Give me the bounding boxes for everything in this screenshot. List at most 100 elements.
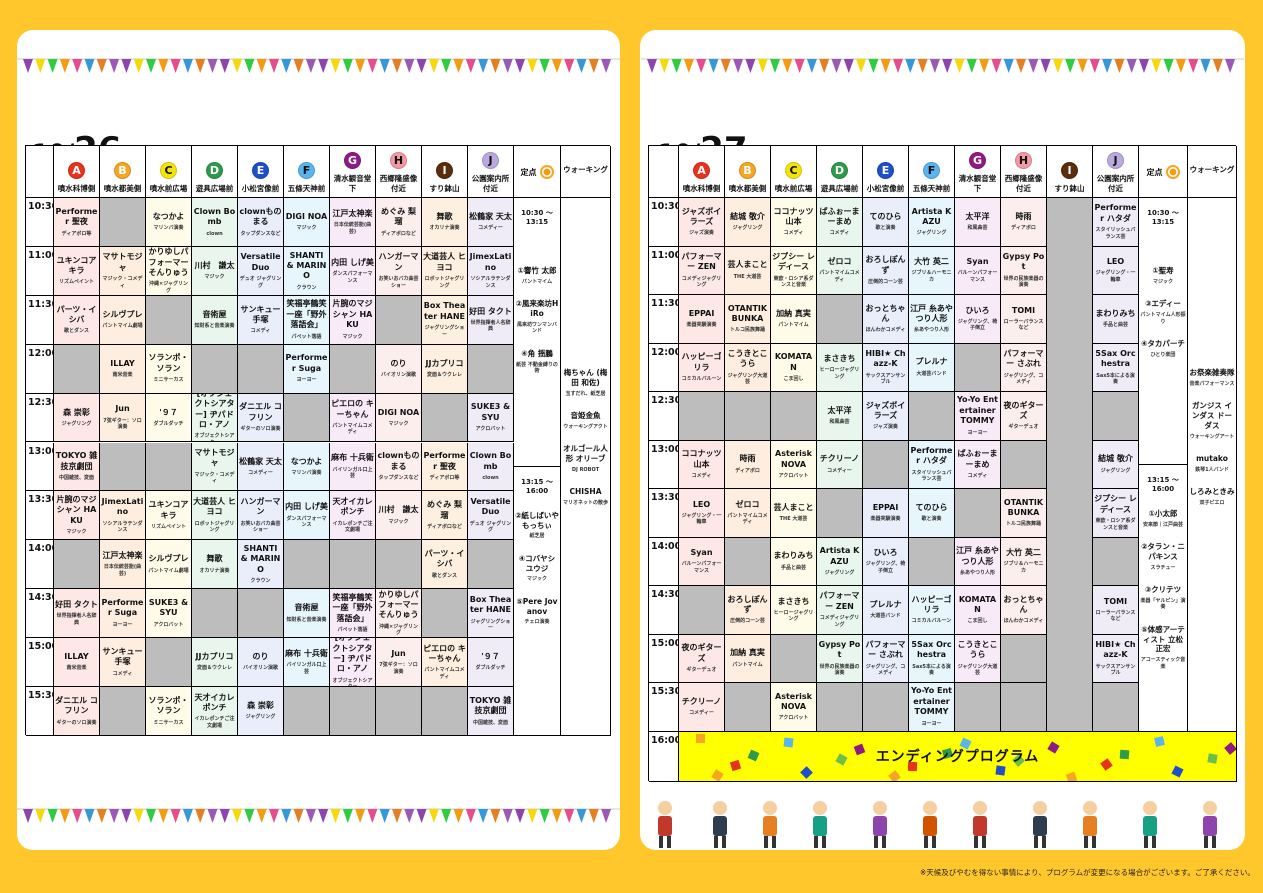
performance-slot[interactable]: ゼロコ パントマイムコメディ (725, 489, 771, 538)
performance-slot[interactable]: Clown Bomb clown (192, 198, 238, 247)
performance-slot[interactable]: ハッピーゴリラ コミカルバルーン (679, 343, 725, 392)
performance-slot[interactable]: 笑福亭鶴笑一座「野外落語会」 パペット落語 (284, 295, 330, 345)
performance-slot[interactable]: 片腕のマジシャン HAKU マジック (54, 491, 100, 541)
performance-slot[interactable]: JimexLatino ソシアルラテンダンス (468, 246, 514, 296)
performance-slot[interactable]: ユキンコアキラ リズムペイント (54, 246, 100, 296)
performance-slot[interactable]: 時雨 ディアボロ (725, 440, 771, 489)
performance-slot[interactable]: Yo-Yo Entertainer TOMMY ヨーヨー (909, 683, 955, 732)
performance-slot[interactable]: ジャズボイラーズ ジャズ演奏 (679, 198, 725, 247)
performance-slot[interactable]: OTANTIK BUNKA トルコ民族舞踊 (725, 295, 771, 344)
performance-slot[interactable]: こうきとこうら ジャグリング大道芸 (955, 634, 1001, 683)
performance-slot[interactable]: ココナッツ山本 コメディ (679, 440, 725, 489)
performance-slot[interactable]: ひいろ ジャグリング、椅子倒立 (863, 537, 909, 586)
performance-slot[interactable]: 芸人まこと THE 大道芸 (725, 246, 771, 295)
performance-slot[interactable]: ぱふぉーまーまめ コメディ (817, 198, 863, 247)
performance-slot[interactable]: 笑福亭鶴笑一座「野外落語会」 パペット落語 (330, 589, 376, 639)
performance-slot[interactable]: おっとちゃん ほんわかコメディ (863, 295, 909, 344)
performance-slot[interactable]: てのひら 歌と演奏 (863, 198, 909, 247)
performance-slot[interactable]: ハンガーマン お笑いおバカ曲芸ショー (238, 491, 284, 541)
performance-slot[interactable]: 天才イカレポンチ イカレポンチご注文劇場 (192, 687, 238, 736)
performance-slot[interactable]: 好田 タクト 世界指揮者人名辞典 (54, 589, 100, 639)
performance-slot[interactable]: Syan バルーンパフォーマンス (955, 246, 1001, 295)
performance-slot[interactable]: 芸人まこと THE 大道芸 (771, 489, 817, 538)
performance-slot[interactable]: HIBI★ Chazz-K サックスアンサンブル (863, 343, 909, 392)
performance-slot[interactable]: 川村 謙太 マジック (376, 491, 422, 541)
performance-slot[interactable]: ユキンコアキラ リズムペイント (146, 491, 192, 541)
performance-slot[interactable]: パフォーマー さぶれ ジャグリング、コメディ (863, 634, 909, 683)
performance-slot[interactable]: チクリーノ コメディー (817, 440, 863, 489)
performance-slot[interactable]: 舞歌 オカリナ演奏 (192, 540, 238, 590)
performance-slot[interactable]: Asterisk NOVA アクロバット (771, 440, 817, 489)
performance-slot[interactable]: 大竹 英二 ジブリ＆ハーモニカ (909, 246, 955, 295)
performance-slot[interactable]: 森 崇彰 ジャグリング (238, 687, 284, 736)
performance-slot[interactable]: [オブジェクトシアター] ヂパドロ・アノオブジェクトシアター (192, 393, 238, 443)
performance-slot[interactable]: ダニエル コフリン ギターのソロ演奏 (238, 393, 284, 443)
performance-slot[interactable]: 音術屋 知財系と音楽演奏 (284, 589, 330, 639)
performance-slot[interactable]: Clown Bomb clown (468, 442, 514, 492)
performance-slot[interactable]: ココナッツ山本 コメディ (771, 198, 817, 247)
performance-slot[interactable]: 内田 しげ美 ダンスパフォーマンス (330, 246, 376, 296)
performance-slot[interactable]: パフォーマー さぶれ ジャグリング、コメディ (1001, 343, 1047, 392)
performance-slot[interactable]: 森 崇彰 ジャグリング (54, 393, 100, 443)
performance-slot[interactable]: こうきとこうら ジャグリング大道芸 (725, 343, 771, 392)
performance-slot[interactable]: '９７ ダブルダッチ (146, 393, 192, 443)
performance-slot[interactable]: LEO ジャグリング・一輪車 (1093, 246, 1139, 295)
performance-slot[interactable]: ソランポ・ソラン ミニサーカス (146, 687, 192, 736)
performance-slot[interactable]: プレルナ 大道芸バンド (909, 343, 955, 392)
performance-slot[interactable]: ピエロの キーちゃん パントマイムコメディ (422, 638, 468, 687)
performance-slot[interactable]: 5Sax Orchestra Sax5本による演奏 (1093, 343, 1139, 392)
performance-slot[interactable]: OTANTIK BUNKA トルコ民族舞踊 (1001, 489, 1047, 538)
performance-slot[interactable]: Performer Suga ヨーヨー (284, 344, 330, 394)
performance-slot[interactable]: '９７ ダブルダッチ (468, 638, 514, 687)
performance-slot[interactable]: プレルナ 大道芸バンド (863, 586, 909, 635)
performance-slot[interactable]: めぐみ 梨瑠 ディアボロなど (422, 491, 468, 541)
performance-slot[interactable]: パーツ・イシバ 歌とダンス (54, 295, 100, 345)
performance-slot[interactable]: 加納 真実 パントマイム (771, 295, 817, 344)
performance-slot[interactable]: Versatile Duo デュオ ジャグリング (238, 246, 284, 296)
performance-slot[interactable]: Performer ハタダ スタイリッシュバランス芸 (1093, 198, 1139, 247)
performance-slot[interactable]: ピエロの キーちゃん パントマイムコメディ (330, 393, 376, 443)
performance-slot[interactable]: ILLAY 南米音楽 (54, 638, 100, 687)
performance-slot[interactable]: [オブジェクトシアター] ヂパドロ・アノオブジェクトシアター (330, 638, 376, 687)
performance-slot[interactable]: おろしぽんず 圧倒的コーン芸 (863, 246, 909, 295)
performance-slot[interactable]: Asterisk NOVA アクロバット (771, 683, 817, 732)
performance-slot[interactable]: まさきち ヒーロージャグリング (817, 343, 863, 392)
performance-slot[interactable]: TOKYO 雑技京劇団 中国雑技、変面 (54, 442, 100, 492)
performance-slot[interactable]: 夜のギターズ ギターデュオ (679, 634, 725, 683)
performance-slot[interactable]: 加納 真実 パントマイム (725, 634, 771, 683)
performance-slot[interactable]: サンキュー手塚 コメディ (100, 638, 146, 687)
performance-slot[interactable]: パフォーマー ZEN コメディジャグリング (679, 246, 725, 295)
performance-slot[interactable]: 天才イカレポンチ イカレポンチご注文劇場 (330, 491, 376, 541)
performance-slot[interactable]: ぱふぉーまーまめ コメディ (955, 440, 1001, 489)
performance-slot[interactable]: Performer ハタダ スタイリッシュバランス芸 (909, 440, 955, 489)
performance-slot[interactable]: Jun 7弦ギター：ソロ演奏 (100, 393, 146, 443)
performance-slot[interactable]: まわりみち 手品と曲芸 (1093, 295, 1139, 344)
performance-slot[interactable]: のり バイオリン演歌 (376, 344, 422, 394)
performance-slot[interactable]: TOKYO 雑技京劇団 中国雑技、変面 (468, 687, 514, 736)
performance-slot[interactable]: SUKE3 & SYU アクロバット (468, 393, 514, 443)
performance-slot[interactable]: TOMI ローラーバランスなど (1001, 295, 1047, 344)
performance-slot[interactable]: のり バイオリン演歌 (238, 638, 284, 687)
performance-slot[interactable]: 好田 タクト 世界指揮者人名辞典 (468, 295, 514, 345)
performance-slot[interactable]: パフォーマー ZEN コメディジャグリング (817, 586, 863, 635)
performance-slot[interactable]: まわりみち 手品と曲芸 (771, 537, 817, 586)
performance-slot[interactable]: かりゆしパフォーマー そんりゅう 沖縄×ジャグリング (146, 246, 192, 296)
performance-slot[interactable]: 江戸太神楽 日本伝統芸能(曲芸) (100, 540, 146, 590)
performance-slot[interactable]: 時雨 ディアボロ (1001, 198, 1047, 247)
performance-slot[interactable]: なつかよ マリンバ演奏 (284, 442, 330, 492)
performance-slot[interactable]: clownものまる タップダンスなど (376, 442, 422, 492)
performance-slot[interactable]: Box Theater HANE ジャグリングショー (468, 589, 514, 639)
performance-slot[interactable]: 舞歌 オカリナ演奏 (422, 198, 468, 247)
performance-slot[interactable]: ジプシー レディース 東欧・ロシア系ダンスと音楽 (771, 246, 817, 295)
performance-slot[interactable]: 結城 敬介 ジャグリング (1093, 440, 1139, 489)
performance-slot[interactable]: Performer Suga ヨーヨー (100, 589, 146, 639)
performance-slot[interactable]: 江戸 糸あやつり人形 糸あやつり人形 (955, 537, 1001, 586)
performance-slot[interactable]: めぐみ 梨瑠 ディアボロなど (376, 198, 422, 247)
performance-slot[interactable]: おっとちゃん ほんわかコメディ (1001, 586, 1047, 635)
performance-slot[interactable]: チクリーノ コメディー (679, 683, 725, 732)
performance-slot[interactable]: Yo-Yo Entertainer TOMMY ヨーヨー (955, 392, 1001, 441)
performance-slot[interactable]: DIGI NOA マジック (376, 393, 422, 443)
performance-slot[interactable]: 内田 しげ美 ダンスパフォーマンス (284, 491, 330, 541)
performance-slot[interactable]: TOMI ローラーバランスなど (1093, 586, 1139, 635)
performance-slot[interactable]: clownものまる タップダンスなど (238, 198, 284, 247)
